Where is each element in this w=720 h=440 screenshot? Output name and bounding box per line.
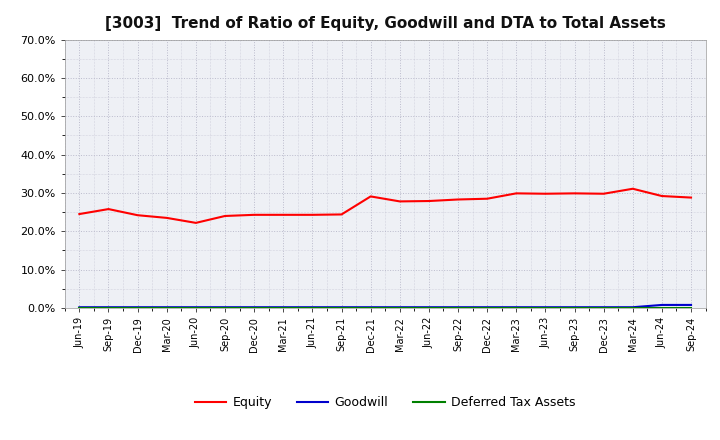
Equity bbox=[220, 213, 229, 219]
Deferred Tax Assets bbox=[366, 305, 375, 310]
Equity bbox=[104, 206, 113, 212]
Legend: Equity, Goodwill, Deferred Tax Assets: Equity, Goodwill, Deferred Tax Assets bbox=[190, 392, 580, 414]
Deferred Tax Assets bbox=[163, 305, 171, 310]
Deferred Tax Assets bbox=[599, 305, 608, 310]
Equity bbox=[133, 213, 142, 218]
Deferred Tax Assets bbox=[279, 305, 287, 310]
Goodwill bbox=[570, 304, 579, 310]
Deferred Tax Assets bbox=[75, 305, 84, 310]
Goodwill bbox=[192, 304, 200, 310]
Goodwill bbox=[75, 304, 84, 310]
Goodwill bbox=[599, 304, 608, 310]
Equity bbox=[250, 212, 258, 217]
Equity bbox=[512, 191, 521, 196]
Deferred Tax Assets bbox=[454, 305, 462, 310]
Deferred Tax Assets bbox=[425, 305, 433, 310]
Line: Equity: Equity bbox=[79, 189, 691, 223]
Goodwill bbox=[687, 302, 696, 308]
Goodwill bbox=[657, 302, 666, 308]
Title: [3003]  Trend of Ratio of Equity, Goodwill and DTA to Total Assets: [3003] Trend of Ratio of Equity, Goodwil… bbox=[105, 16, 665, 32]
Equity bbox=[483, 196, 492, 202]
Deferred Tax Assets bbox=[483, 305, 492, 310]
Equity bbox=[425, 198, 433, 204]
Deferred Tax Assets bbox=[104, 305, 113, 310]
Equity bbox=[308, 212, 317, 217]
Deferred Tax Assets bbox=[512, 305, 521, 310]
Deferred Tax Assets bbox=[250, 305, 258, 310]
Equity bbox=[75, 211, 84, 216]
Goodwill bbox=[337, 304, 346, 310]
Goodwill bbox=[629, 304, 637, 310]
Goodwill bbox=[395, 304, 404, 310]
Equity bbox=[454, 197, 462, 202]
Goodwill bbox=[425, 304, 433, 310]
Deferred Tax Assets bbox=[395, 305, 404, 310]
Equity bbox=[337, 212, 346, 217]
Goodwill bbox=[104, 304, 113, 310]
Equity bbox=[395, 199, 404, 204]
Goodwill bbox=[308, 304, 317, 310]
Deferred Tax Assets bbox=[541, 305, 550, 310]
Equity bbox=[163, 215, 171, 220]
Goodwill bbox=[483, 304, 492, 310]
Deferred Tax Assets bbox=[192, 305, 200, 310]
Goodwill bbox=[163, 304, 171, 310]
Deferred Tax Assets bbox=[133, 305, 142, 310]
Goodwill bbox=[220, 304, 229, 310]
Equity bbox=[599, 191, 608, 196]
Equity bbox=[541, 191, 550, 196]
Deferred Tax Assets bbox=[308, 305, 317, 310]
Deferred Tax Assets bbox=[657, 305, 666, 310]
Deferred Tax Assets bbox=[570, 305, 579, 310]
Equity bbox=[366, 194, 375, 199]
Goodwill bbox=[133, 304, 142, 310]
Equity bbox=[687, 195, 696, 200]
Goodwill bbox=[512, 304, 521, 310]
Equity bbox=[192, 220, 200, 226]
Equity bbox=[657, 194, 666, 199]
Equity bbox=[279, 212, 287, 217]
Goodwill bbox=[366, 304, 375, 310]
Goodwill bbox=[454, 304, 462, 310]
Line: Goodwill: Goodwill bbox=[79, 305, 691, 307]
Goodwill bbox=[279, 304, 287, 310]
Deferred Tax Assets bbox=[337, 305, 346, 310]
Goodwill bbox=[541, 304, 550, 310]
Goodwill bbox=[250, 304, 258, 310]
Equity bbox=[570, 191, 579, 196]
Deferred Tax Assets bbox=[687, 305, 696, 310]
Deferred Tax Assets bbox=[220, 305, 229, 310]
Deferred Tax Assets bbox=[629, 305, 637, 310]
Equity bbox=[629, 186, 637, 191]
